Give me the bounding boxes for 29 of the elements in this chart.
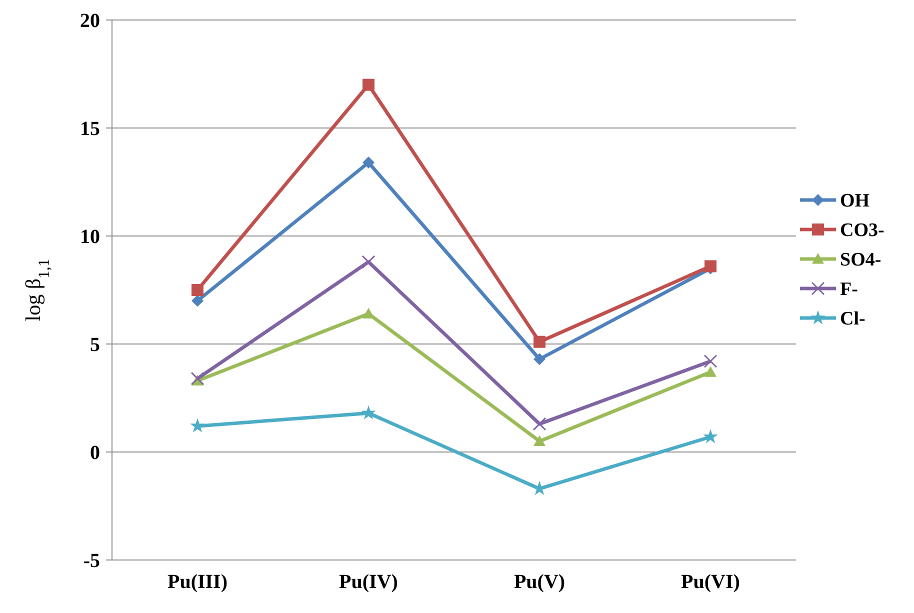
point <box>534 336 546 348</box>
legend-label: Cl- <box>840 308 866 330</box>
point <box>532 417 546 431</box>
x-tick-label: Pu(III) <box>167 571 228 593</box>
point <box>362 156 374 169</box>
legend-label: SO4- <box>840 250 882 271</box>
x-tick-label: Pu(VI) <box>681 571 740 593</box>
y-tick-label: -5 <box>83 550 100 572</box>
y-tick-label: 15 <box>80 118 100 140</box>
legend-label: CO3- <box>840 220 884 242</box>
x-tick-label: Pu(V) <box>514 571 566 593</box>
point <box>703 429 718 444</box>
point <box>534 353 546 366</box>
legend-label: OH <box>840 190 870 212</box>
y-tick-label: 10 <box>80 226 100 248</box>
y-tick-label: 20 <box>80 10 100 32</box>
point <box>704 366 716 377</box>
point <box>361 405 376 420</box>
point <box>704 354 718 368</box>
point <box>190 372 204 386</box>
point <box>534 435 546 446</box>
y-tick-label: 5 <box>90 334 100 356</box>
point <box>192 294 204 307</box>
point <box>192 284 204 296</box>
point <box>362 78 374 91</box>
y-tick-label: 0 <box>90 442 100 464</box>
point <box>190 418 205 432</box>
legend-label: F- <box>840 279 858 300</box>
x-tick-label: Pu(IV) <box>339 571 398 593</box>
